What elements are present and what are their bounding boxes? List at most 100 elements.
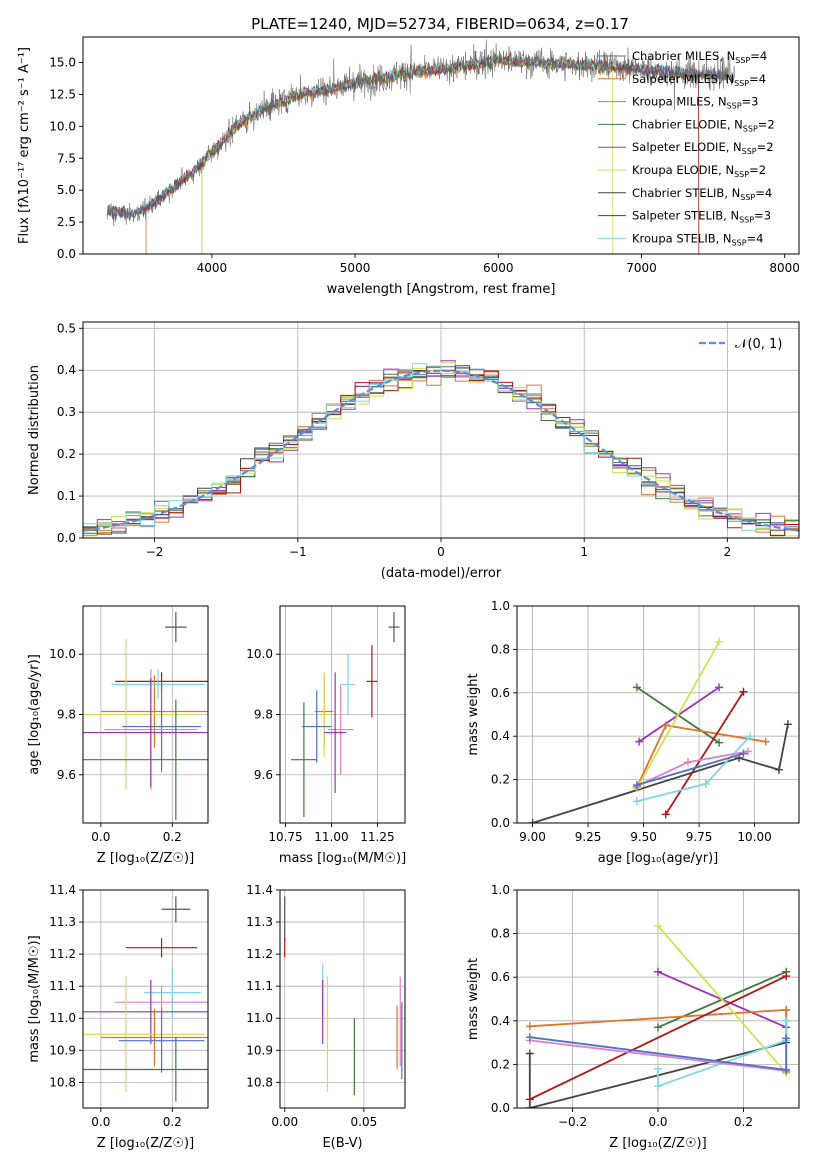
legend-subscript: SSP <box>740 193 755 202</box>
y-tick-label: 1.0 <box>491 883 510 897</box>
weight-marker <box>782 1034 791 1043</box>
y-tick-label: 0.4 <box>491 729 510 743</box>
y-tick-label: 0.2 <box>57 447 76 461</box>
y-tick-label: 1.0 <box>491 599 510 613</box>
y-tick-label: 11.0 <box>246 1011 273 1025</box>
x-axis-label: Z [log₁₀(Z/Z☉)] <box>609 1136 706 1151</box>
y-axis-label: Normed distribution <box>27 365 42 495</box>
reference-legend-label: 𝒩(0, 1) <box>735 337 782 352</box>
x-axis-label: Z [log₁₀(Z/Z☉)] <box>97 851 194 866</box>
weight-marker <box>715 683 724 692</box>
panel-ebv-mass: 0.00 0.05 10.8 10.9 11.0 11.1 11.2 11.3 11.4 E(B-… <box>246 883 406 1151</box>
x-tick-label: 9.00 <box>519 830 546 844</box>
legend-label: Kroupa STELIB, NSSP=4 <box>632 231 763 247</box>
y-tick-label: 5.0 <box>57 183 76 197</box>
spectrum-legend: Chabrier MILES, NSSP=4 Salpeter MILES, NS… <box>598 49 775 247</box>
legend-count: =2 <box>757 140 774 154</box>
x-tick-label: −1 <box>289 545 307 559</box>
weight-marker <box>654 967 662 976</box>
weight-marker <box>654 1082 662 1091</box>
weight-marker <box>632 683 641 692</box>
legend-count: =4 <box>750 49 767 63</box>
y-tick-label: 10.0 <box>246 647 273 661</box>
y-tick-label: 10.0 <box>49 647 76 661</box>
x-tick-label: 0.2 <box>163 1115 182 1129</box>
legend-entry: Salpeter MILES, NSSP=4 <box>598 72 766 88</box>
error-bar <box>143 966 201 1019</box>
x-tick-label: 7000 <box>626 261 657 275</box>
error-bar <box>83 639 198 790</box>
x-axis-label: age [log₁₀(age/yr)] <box>598 851 719 866</box>
y-tick-label: 11.1 <box>49 979 76 993</box>
legend-label: Salpeter STELIB, NSSP=3 <box>632 209 771 225</box>
weight-marker <box>525 1049 534 1058</box>
weight-marker <box>525 1104 534 1108</box>
weight-marker <box>715 637 724 646</box>
axes-frame <box>82 36 800 255</box>
error-bar <box>111 669 205 700</box>
spectrum-data-line <box>107 39 735 226</box>
y-tick-label: 0.2 <box>491 773 510 787</box>
legend-label: Chabrier MILES, NSSP=4 <box>632 49 767 65</box>
y-tick-label: 0.4 <box>491 1014 510 1028</box>
weight-marker <box>635 737 644 746</box>
x-tick-label: 2 <box>724 545 732 559</box>
error-bar <box>125 938 198 958</box>
residual-histogram <box>83 363 799 538</box>
weight-marker <box>632 781 641 790</box>
x-tick-label: 5000 <box>340 261 371 275</box>
y-tick-label: 15.0 <box>49 56 76 70</box>
error-bar <box>83 976 205 1092</box>
x-tick-label: 0.2 <box>163 830 182 844</box>
plot-area-age-weight <box>528 637 792 823</box>
legend-entry: Salpeter STELIB, NSSP=3 <box>598 209 771 225</box>
x-tick-label: 9.75 <box>686 830 713 844</box>
y-tick-label: 9.8 <box>57 708 76 722</box>
weight-marker <box>654 921 662 930</box>
y-tick-label: 11.3 <box>49 915 76 929</box>
error-bar <box>165 612 187 643</box>
y-tick-label: 11.3 <box>246 915 273 929</box>
y-tick-label: 10.8 <box>246 1075 273 1089</box>
error-bar <box>388 612 400 643</box>
legend-subscript: SSP <box>735 56 750 65</box>
panel-spectrum: 4000 5000 6000 7000 8000 0.0 2.5 5.0 7.5 10.0 12.5… <box>17 36 800 297</box>
x-axis-label: wavelength [Angstrom, rest frame] <box>327 282 556 297</box>
error-bar <box>340 654 356 715</box>
x-tick-label: 6000 <box>483 261 514 275</box>
error-bar <box>122 681 201 772</box>
y-tick-label: 11.0 <box>49 1011 76 1025</box>
weight-marker <box>739 687 748 696</box>
legend-entry: Chabrier STELIB, NSSP=4 <box>598 186 772 202</box>
weight-marker <box>701 779 710 788</box>
legend-label: Chabrier ELODIE, NSSP=2 <box>632 117 775 133</box>
legend-subscript: SSP <box>742 147 757 156</box>
x-tick-label: 0.05 <box>351 1115 378 1129</box>
plot-area-z-weight <box>525 921 791 1108</box>
legend-entry: Kroupa STELIB, NSSP=4 <box>598 231 763 247</box>
x-tick-label: 10.75 <box>268 830 302 844</box>
y-axis-label: mass [log₁₀(M/M☉)] <box>27 935 42 1062</box>
weight-marker <box>683 758 692 767</box>
x-tick-label: 0.0 <box>648 1115 667 1129</box>
x-tick-label: −2 <box>146 545 164 559</box>
y-axis-label: mass weight <box>466 958 481 1040</box>
y-tick-label: 9.8 <box>254 708 273 722</box>
weight-marker <box>782 972 791 981</box>
panel-z-weight: −0.2 0.0 0.2 0.0 0.2 0.4 0.6 0.8 1.0 Z [log₁₀(Z/Z… <box>466 883 800 1151</box>
error-bar <box>316 672 332 757</box>
legend-subscript: SSP <box>734 170 749 179</box>
x-axis-label: E(B-V) <box>322 1136 362 1151</box>
x-tick-label: 8000 <box>769 261 800 275</box>
x-tick-label: −0.2 <box>558 1115 587 1129</box>
panel-layer: 4000 5000 6000 7000 80000.02.55.07.510.012.5… <box>17 36 800 1151</box>
legend-label: Salpeter MILES, NSSP=4 <box>632 72 766 88</box>
panel-age-weight: 9.00 9.25 9.50 9.75 10.00 0.0 0.2 0.4 0.6 0.8 1.0 a… <box>466 599 800 866</box>
weight-marker <box>654 1064 662 1073</box>
y-tick-label: 10.9 <box>246 1043 273 1057</box>
weight-line <box>529 975 787 1101</box>
y-tick-label: 0.8 <box>491 927 510 941</box>
legend-count: =3 <box>754 209 771 223</box>
legend-subscript: SSP <box>734 79 749 88</box>
y-tick-label: 11.1 <box>246 979 273 993</box>
